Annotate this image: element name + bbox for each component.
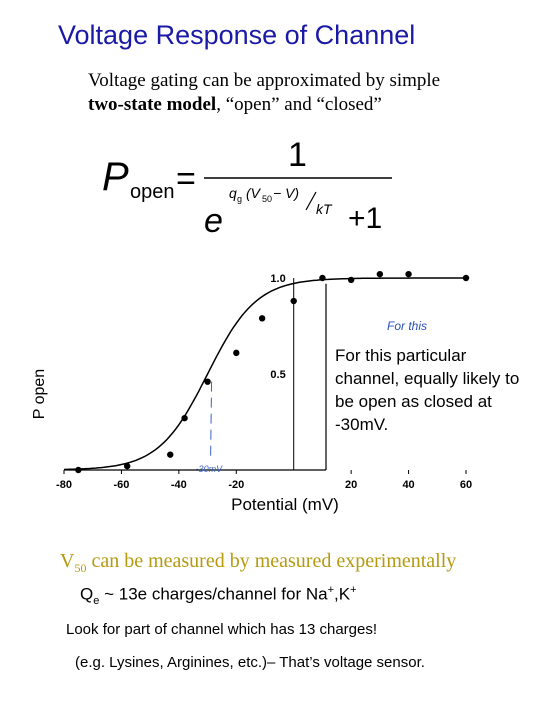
formula-plus-one: +1 — [348, 202, 382, 235]
formula-numerator: 1 — [288, 136, 307, 174]
formula-p-sub: open — [130, 181, 175, 203]
formula-exp-q-sub: g — [237, 194, 242, 204]
data-point — [233, 349, 240, 357]
formula-exp-v-sub: 50 — [262, 194, 272, 204]
qe-plus-na: + — [327, 584, 335, 596]
intro-text: Voltage gating can be approximated by si… — [88, 69, 508, 117]
data-point — [167, 451, 174, 458]
data-point — [462, 274, 470, 282]
x-tick-label: 60 — [460, 479, 472, 491]
formula-equals: = — [176, 160, 196, 198]
handwritten-text: For this — [387, 319, 427, 333]
intro-line1: Voltage gating can be approximated by si… — [88, 70, 441, 91]
formula-exp-v-rest: − V) — [273, 185, 299, 201]
examples-line: (e.g. Lysines, Arginines, etc.)– That’s … — [75, 654, 425, 671]
formula-p: P — [102, 155, 129, 199]
v50-sub: 50 — [74, 561, 87, 575]
handwritten-note: For this — [387, 319, 427, 333]
x-tick-label: -20 — [228, 479, 244, 491]
chart-layer: -80 -60 -40 -20 20 40 60 0.5 1.0 Potential (mV) P … — [31, 270, 472, 514]
formula-exp-v: (V — [246, 185, 262, 201]
data-point — [319, 274, 326, 282]
fit-curve — [63, 277, 466, 471]
qe-sep: ,K — [334, 584, 351, 604]
data-point — [181, 414, 188, 422]
x-tick-label: 40 — [402, 479, 414, 491]
v50-guide — [210, 381, 213, 461]
x-tick-label: -60 — [113, 479, 129, 491]
x-tick-label: -40 — [171, 479, 187, 491]
formula-exp-q: q — [229, 185, 237, 201]
intro-bold: two-state model — [88, 94, 217, 115]
exp-slash — [305, 191, 317, 211]
data-point — [290, 297, 297, 305]
x-tick-label: 20 — [345, 479, 357, 491]
look-line: Look for part of channel which has 13 ch… — [66, 621, 378, 638]
data-point — [123, 462, 131, 470]
data-point — [75, 466, 82, 474]
formula-e: e — [204, 202, 223, 240]
boltzmann-formula: P open = 1 e q g (V 50 − V) kT +1 — [102, 136, 392, 240]
data-point — [376, 270, 384, 278]
slide-title: Voltage Response of Channel — [58, 20, 416, 50]
popen-chart: -80 -60 -40 -20 20 40 60 0.5 1.0 Potential (mV) P … — [31, 270, 472, 514]
v50-v: V — [60, 550, 75, 572]
x-tick-label: -80 — [56, 479, 72, 491]
x-axis-label: Potential (mV) — [231, 495, 339, 514]
v50-line: V50 can be measured by measured experime… — [60, 550, 456, 576]
qe-q: Q — [80, 584, 94, 604]
data-point — [405, 270, 412, 278]
qe-mid: ~ 13e charges/channel for Na — [99, 584, 328, 604]
y-tick-label: 0.5 — [270, 369, 285, 381]
data-point — [347, 276, 355, 284]
y-axis-label: P open — [31, 369, 48, 419]
data-point — [258, 315, 266, 322]
intro-rest: , “open” and “closed” — [216, 94, 382, 115]
v50-guide-label: -30mV — [196, 464, 224, 474]
y-tick-label: 1.0 — [270, 273, 285, 285]
qe-plus-k: + — [350, 584, 357, 596]
formula-exp-kt: kT — [316, 201, 333, 217]
v50-rest: can be measured by measured experimental… — [86, 550, 457, 572]
qe-sub: e — [93, 595, 100, 608]
data-point — [204, 378, 211, 385]
annotation-note: For this particular channel, equally lik… — [335, 346, 520, 434]
qe-line: Qe ~ 13e charges/channel for Na+,K+ — [80, 584, 357, 607]
